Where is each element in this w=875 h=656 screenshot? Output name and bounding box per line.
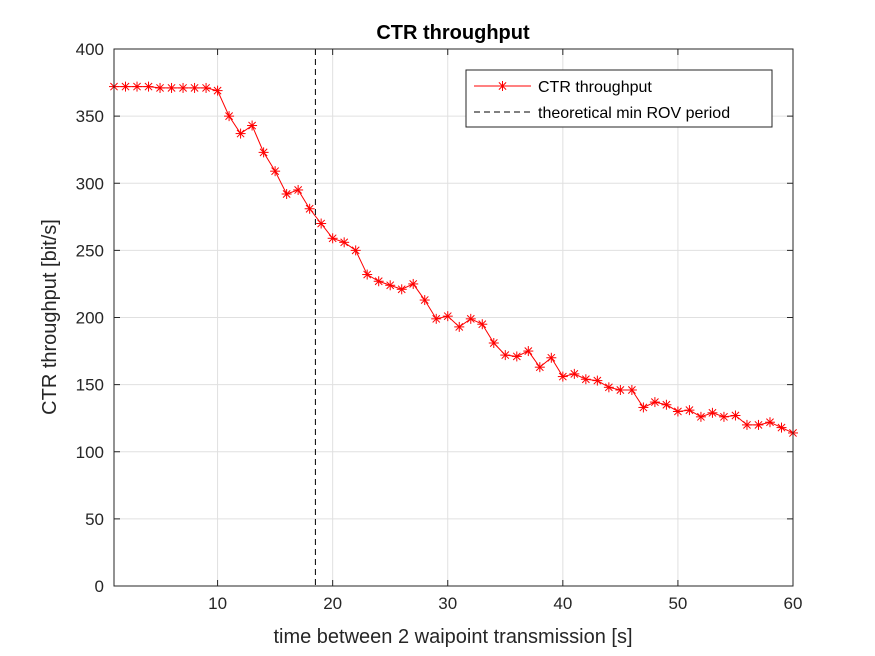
data-point [569,368,580,379]
data-point [603,382,614,393]
data-point [557,371,568,382]
x-tick-label: 10 [208,594,227,613]
series-layer [109,49,798,586]
legend-marker-ctr [497,81,508,91]
data-point [373,276,384,287]
y-tick-label: 350 [76,107,104,126]
data-point [189,82,200,93]
data-point [695,411,706,422]
data-point [120,81,131,92]
data-point [580,374,591,385]
data-point [592,375,603,386]
data-point [454,321,465,332]
legend-label-ctr: CTR throughput [538,79,652,96]
y-tick-label: 200 [76,309,104,328]
y-tick-label: 300 [76,174,104,193]
data-point [235,128,246,139]
data-point [316,218,327,229]
legend-marker-star [497,81,508,91]
data-point [753,419,764,430]
data-point [741,419,752,430]
data-point [419,295,430,306]
data-point [178,82,189,93]
legend: CTR throughput theoretical min ROV perio… [465,69,773,128]
y-tick-label: 0 [95,577,104,596]
data-point [477,319,488,330]
data-point [247,120,258,131]
data-point [707,407,718,418]
y-tick-label: 150 [76,376,104,395]
data-point [465,313,476,324]
data-point [500,350,511,361]
x-tick-label: 40 [553,594,572,613]
data-point [166,82,177,93]
y-axis-label: CTR throughput [bit/s] [39,219,61,415]
data-point [661,399,672,410]
data-point [143,81,154,92]
legend-label-rov: theoretical min ROV period [538,105,730,122]
y-tick-label: 100 [76,443,104,462]
data-point [396,284,407,295]
data-point [649,397,660,408]
data-point [408,278,419,289]
x-axis-label: time between 2 waipoint transmission [s] [273,626,632,648]
data-point [155,82,166,93]
data-point [339,237,350,248]
data-point [764,417,775,428]
data-point [132,81,143,92]
data-point [672,406,683,417]
data-point [488,338,499,349]
data-point [718,411,729,422]
x-tick-label: 60 [784,594,803,613]
data-point [270,166,281,177]
data-point [212,85,223,96]
legend-box [465,69,773,128]
data-point [615,384,626,395]
data-point [684,405,695,416]
data-point [730,410,741,421]
data-point [327,233,338,244]
data-point [776,422,787,433]
data-point [546,352,557,363]
data-point [258,147,269,158]
plot-frame [113,48,794,587]
tick-labels: 10 20 30 40 50 60 0 50 100 150 200 250 300 350 400 [76,40,803,613]
data-point [431,313,442,324]
data-point [281,188,292,199]
data-point [511,351,522,362]
data-point [293,184,304,195]
data-point [304,203,315,214]
y-tick-label: 50 [85,510,104,529]
data-point [362,269,373,280]
data-point [638,402,649,413]
data-point [442,311,453,322]
data-point [523,346,534,357]
data-point [350,245,361,256]
x-tick-label: 20 [323,594,342,613]
data-point [224,111,235,122]
x-tick-label: 50 [668,594,687,613]
data-point [385,280,396,291]
y-tick-label: 250 [76,241,104,260]
data-point [626,384,637,395]
x-tick-label: 30 [438,594,457,613]
data-point [534,362,545,373]
chart-title: CTR throughput [376,22,530,44]
data-point [201,82,212,93]
y-tick-label: 400 [76,40,104,59]
